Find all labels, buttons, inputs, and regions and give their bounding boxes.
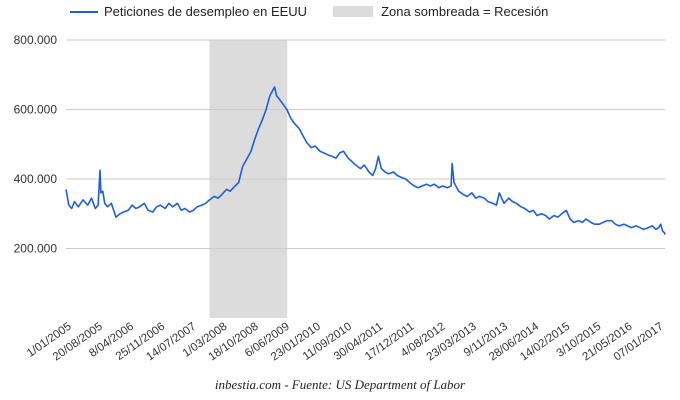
y-tick-label: 200.000 (14, 242, 58, 256)
legend-item-recession: Zona sombreada = Recesión (333, 4, 548, 19)
y-tick-label: 800.000 (14, 33, 58, 47)
y-tick-label: 600.000 (14, 103, 58, 117)
source-footer: inbestia.com - Fuente: US Department of … (214, 377, 466, 392)
legend-line-swatch (70, 10, 98, 13)
legend-recession-label: Zona sombreada = Recesión (381, 4, 549, 19)
legend-recession-swatch (333, 6, 374, 17)
series-line (65, 86, 666, 235)
y-tick-label: 400.000 (14, 172, 58, 186)
legend-series-label: Peticiones de desempleo en EEUU (104, 4, 308, 19)
legend: Peticiones de desempleo en EEUU Zona som… (70, 4, 574, 19)
legend-item-series: Peticiones de desempleo en EEUU (70, 4, 307, 19)
